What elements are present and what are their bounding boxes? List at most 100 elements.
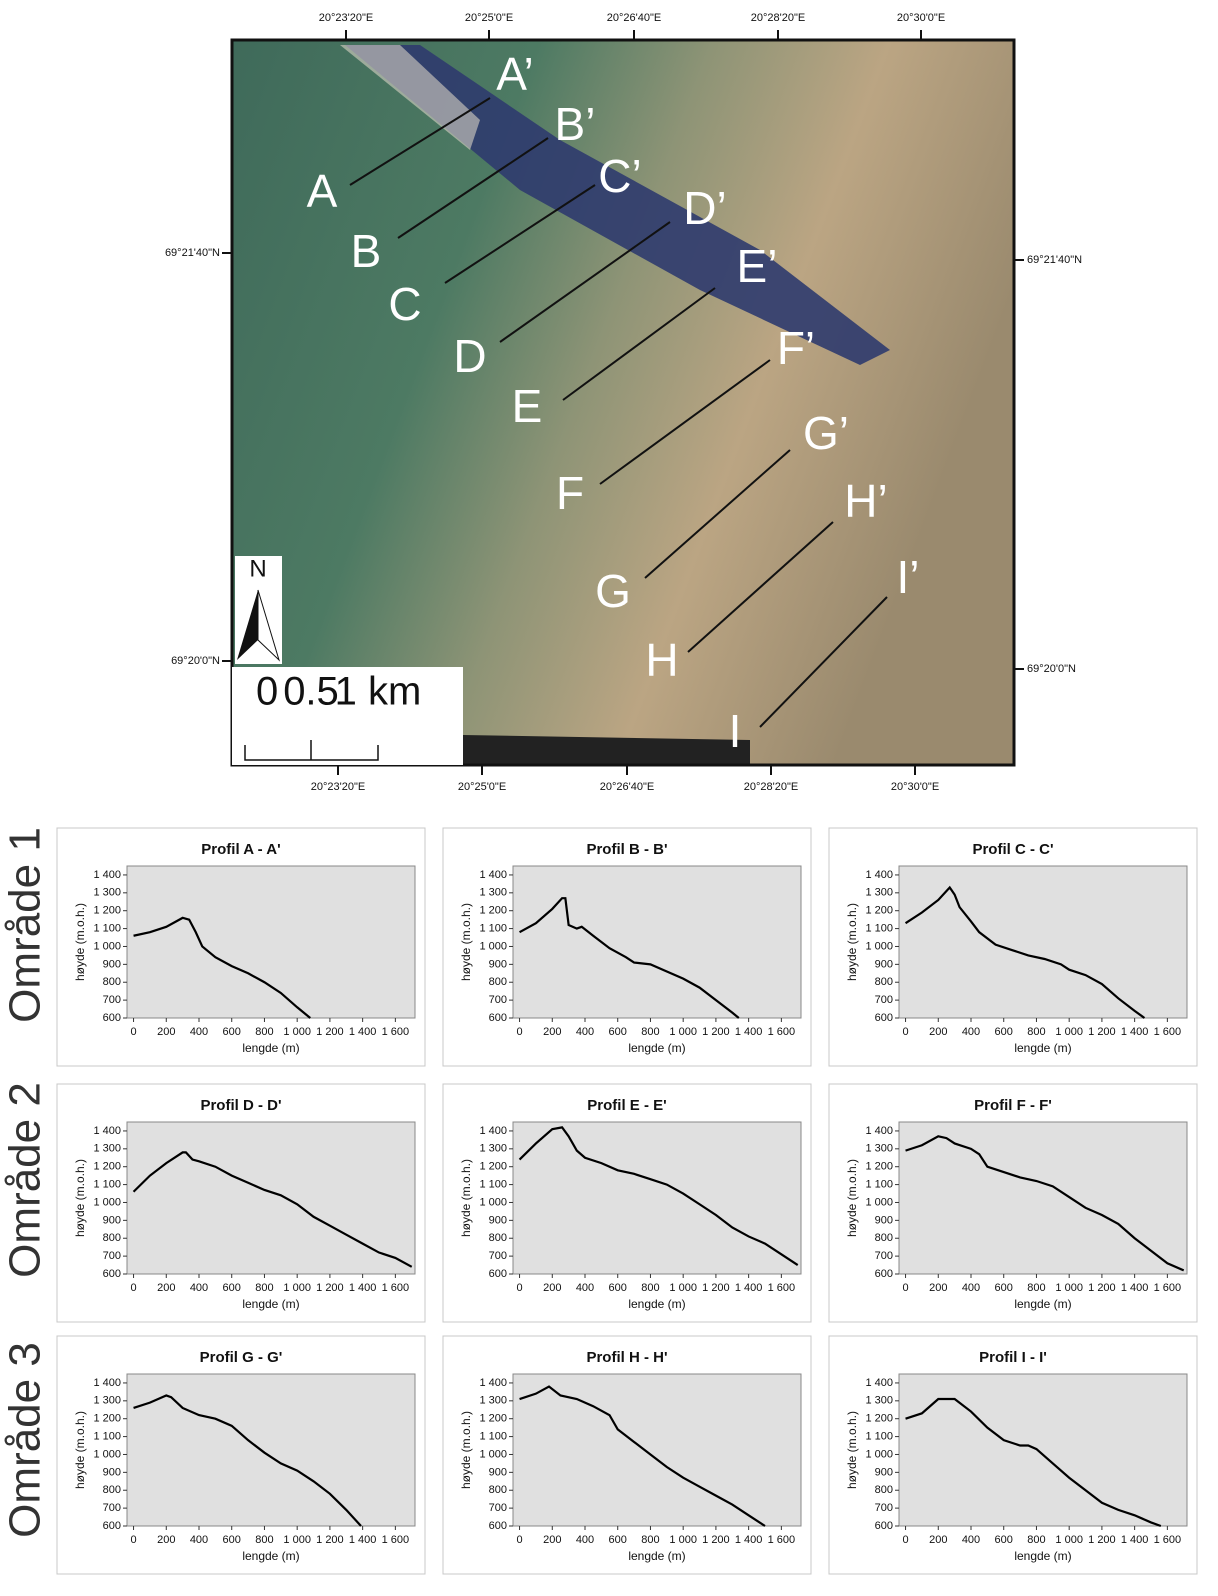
x-tick-label: 1 200 [1088,1026,1116,1038]
y-tick-label: 1 000 [479,1448,507,1460]
profile-start: C [388,278,421,330]
x-tick-label: 200 [543,1026,561,1038]
y-tick-label: 800 [103,976,121,988]
x-tick-label: 1 400 [349,1282,377,1294]
x-tick-label: 600 [995,1026,1013,1038]
scale-box [232,667,463,765]
profile-line [397,137,549,239]
x-tick-label: 800 [641,1282,659,1294]
chart-title: Profil G - G' [200,1349,283,1366]
y-tick-label: 900 [875,958,893,970]
y-tick-label: 1 000 [93,1448,121,1460]
profile-line [444,184,596,284]
profile-line [519,897,740,1019]
x-tick-label: 1 200 [1088,1282,1116,1294]
area-label: Område 2 [1,1082,50,1278]
chart-panel: Profil B - B' 0 200 400 600 800 1 000 1 200 1 40… [442,827,812,1067]
profile-start: B [351,225,382,277]
x-tick-label: 200 [157,1534,175,1546]
y-tick-label: 1 200 [93,1413,121,1425]
y-tick-label: 1 400 [479,1125,507,1137]
y-tick-label: 1 000 [479,940,507,952]
profile-line [133,1394,362,1527]
x-tick-label: 1 600 [382,1026,410,1038]
profile-line [562,287,716,401]
y-tick-label: 1 000 [479,1196,507,1208]
x-tick-label: 400 [962,1534,980,1546]
x-tick-label: 1 600 [768,1534,796,1546]
plot-area [512,865,802,1019]
x-tick-label: 600 [223,1534,241,1546]
profile-end: G’ [803,407,849,459]
x-tick-label: 200 [157,1026,175,1038]
profile-start: G [595,565,631,617]
y-axis-label: høyde (m.o.h.) [73,1159,87,1237]
y-tick-label: 1 200 [93,905,121,917]
profile-end: H’ [844,475,887,527]
y-tick-label: 900 [489,958,507,970]
x-tick-label: 1 000 [669,1534,697,1546]
y-tick-label: 1 300 [93,1143,121,1155]
x-tick-label: 1 600 [382,1282,410,1294]
y-tick-label: 900 [103,1214,121,1226]
y-tick-label: 1 100 [865,1178,893,1190]
y-tick-label: 600 [875,1520,893,1532]
y-axis-label: høyde (m.o.h.) [845,903,859,981]
x-tick-label: 1 400 [1121,1026,1149,1038]
x-axis-label: lengde (m) [242,1297,299,1311]
profile-start: E [512,380,543,432]
y-tick-label: 1 400 [93,1125,121,1137]
y-axis-label: høyde (m.o.h.) [459,1159,473,1237]
x-tick-label: 400 [190,1026,208,1038]
y-tick-label: 1 300 [865,1395,893,1407]
scale-label: 1 km [335,670,422,714]
chart-panel: Profil G - G' 0 200 400 600 800 1 000 1 200 1 40… [56,1335,426,1575]
x-tick-label: 800 [1027,1026,1045,1038]
scale-label: 0.5 [283,670,339,714]
y-tick-label: 1 400 [479,869,507,881]
x-tick-label: 1 200 [1088,1534,1116,1546]
profile-line [905,1135,1185,1272]
y-tick-label: 1 200 [479,905,507,917]
coord-label: 69°20'0"N [1027,663,1076,675]
chart-title: Profil F - F' [974,1097,1052,1114]
x-tick-label: 1 400 [1121,1282,1149,1294]
y-tick-label: 1 200 [865,1161,893,1173]
x-tick-label: 800 [1027,1282,1045,1294]
chart-title: Profil C - C' [972,841,1053,858]
chart-title: Profil D - D' [200,1097,281,1114]
x-tick-label: 800 [255,1282,273,1294]
y-tick-label: 1 200 [479,1413,507,1425]
y-tick-label: 900 [875,1214,893,1226]
map-image [232,40,1014,765]
coord-label: 20°26'40"E [600,781,654,793]
x-tick-label: 0 [516,1282,522,1294]
y-tick-label: 700 [875,1502,893,1514]
x-tick-label: 400 [962,1282,980,1294]
y-tick-label: 700 [875,994,893,1006]
x-tick-label: 1 000 [283,1534,311,1546]
plot-area [898,1373,1188,1527]
y-tick-label: 1 100 [479,1178,507,1190]
x-tick-label: 1 400 [349,1534,377,1546]
x-tick-label: 1 400 [735,1026,763,1038]
y-tick-label: 800 [103,1484,121,1496]
y-tick-label: 900 [489,1214,507,1226]
y-tick-label: 800 [875,1484,893,1496]
x-axis-label: lengde (m) [242,1549,299,1563]
chart-panel: Profil C - C' 0 200 400 600 800 1 000 1 200 1 40… [828,827,1198,1067]
y-tick-label: 700 [103,1250,121,1262]
y-tick-label: 800 [489,1484,507,1496]
profile-end: C’ [598,150,641,202]
x-tick-label: 1 600 [768,1026,796,1038]
north-arrow [237,590,258,660]
y-axis-label: høyde (m.o.h.) [459,903,473,981]
chart-panel: Profil E - E' 0 200 400 600 800 1 000 1 200 1 40… [442,1083,812,1323]
profile-end: E’ [737,240,778,292]
x-tick-label: 600 [995,1282,1013,1294]
y-tick-label: 1 100 [479,922,507,934]
x-tick-label: 200 [543,1534,561,1546]
profile-line [519,1385,766,1527]
y-tick-label: 1 300 [479,887,507,899]
